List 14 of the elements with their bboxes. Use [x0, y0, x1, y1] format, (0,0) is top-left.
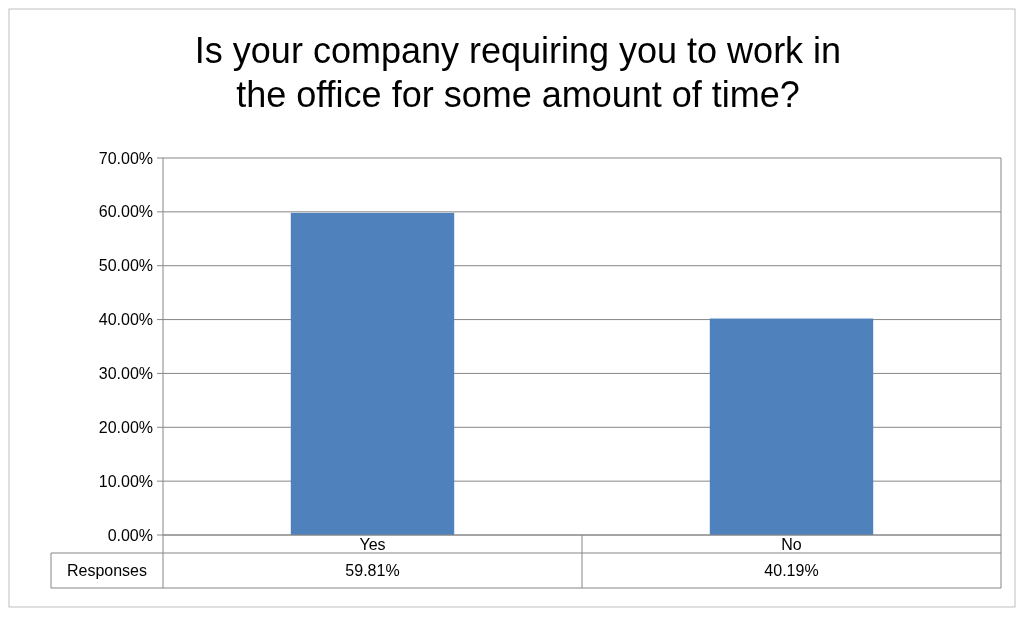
y-tick-label: 50.00% — [98, 257, 153, 275]
y-tick-label: 0.00% — [107, 526, 153, 544]
x-tick-label: Yes — [359, 535, 386, 553]
text: Responses — [66, 562, 148, 580]
data-label: 40.19% — [764, 562, 819, 580]
chart-title: Is your company requiring you to work in the office for some amount of time? — [194, 30, 842, 115]
data-label: 59.81% — [345, 562, 400, 580]
y-tick-label: 70.00% — [98, 149, 153, 167]
y-tick-label: 10.00% — [98, 472, 153, 490]
x-tick-label: No — [781, 535, 802, 553]
y-tick-label: 30.00% — [98, 365, 153, 383]
y-tick-label: 60.00% — [98, 203, 153, 221]
y-tick-label: 40.00% — [98, 311, 153, 329]
y-tick-label: 20.00% — [98, 418, 153, 436]
